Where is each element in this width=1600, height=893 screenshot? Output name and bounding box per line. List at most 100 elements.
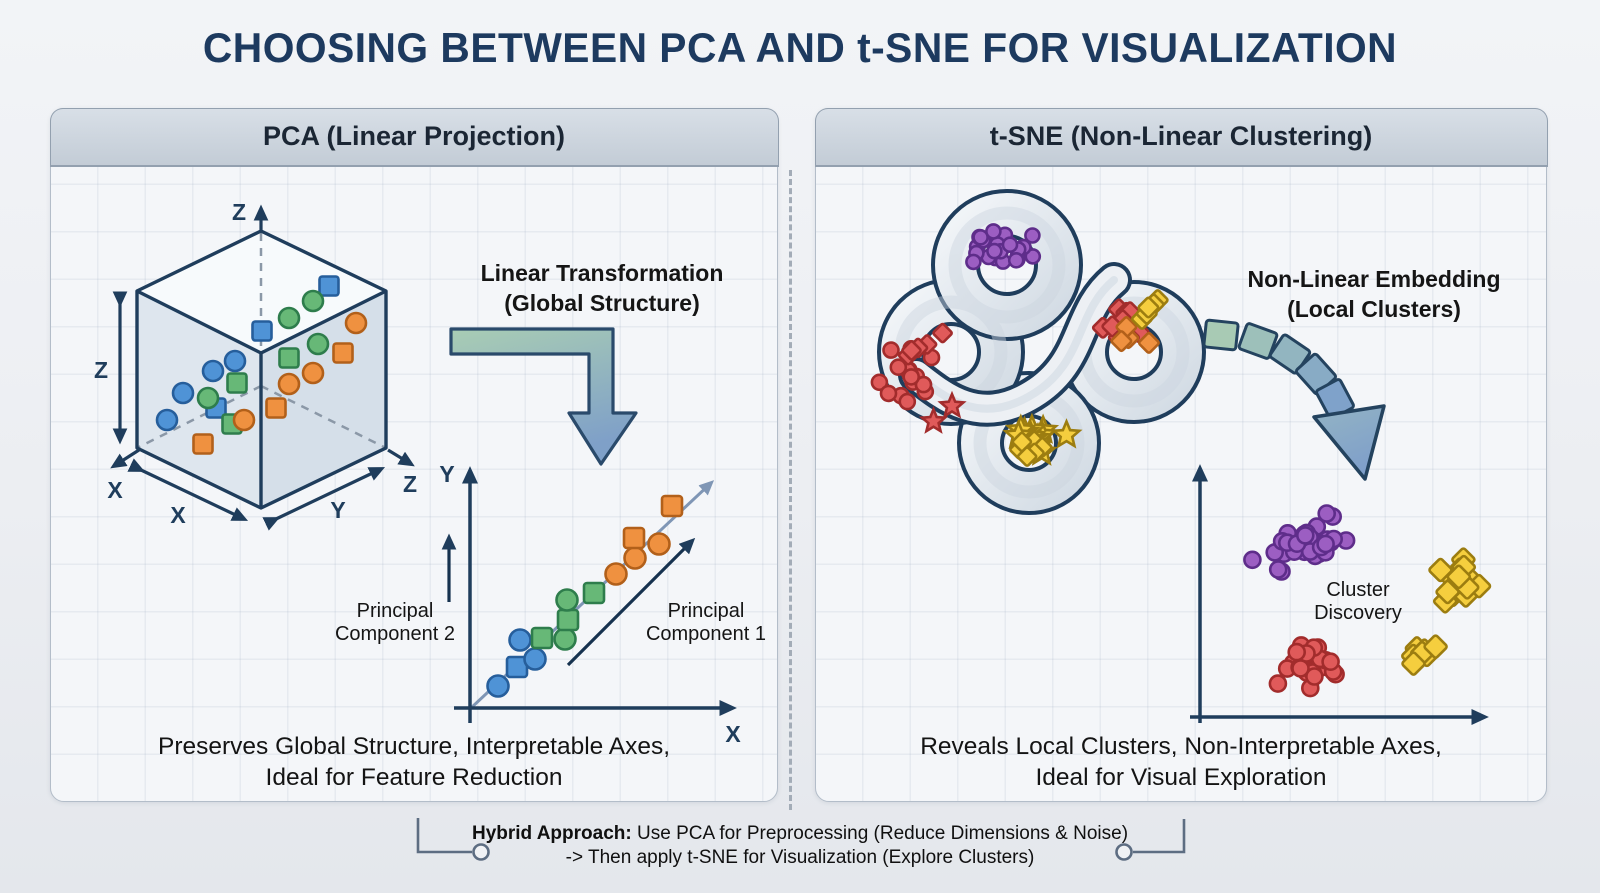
circle-point (277, 306, 301, 330)
tsne-cluster-points (1243, 504, 1492, 698)
circle-point (986, 242, 1003, 260)
circle-point (171, 381, 195, 405)
circle-point (965, 253, 982, 271)
circle-point (155, 408, 179, 432)
hybrid-line1-text: Use PCA for Preprocessing (Reduce Dimens… (631, 823, 1129, 844)
circle-point (870, 373, 889, 392)
circle-point (1007, 252, 1025, 269)
cluster-discovery-line1: Cluster (1326, 579, 1390, 601)
circle-point (623, 546, 647, 570)
hybrid-line2: -> Then apply t-SNE for Visualization (E… (565, 847, 1035, 868)
tsne-panel-title: t-SNE (Non-Linear Clustering) (989, 121, 1373, 151)
circle-point (1243, 550, 1262, 570)
circle-point (555, 588, 579, 612)
circle-point (985, 223, 1002, 240)
square-point (582, 581, 606, 605)
circle-point (1291, 659, 1310, 678)
star-point (937, 390, 967, 419)
diamond-point (1016, 446, 1038, 467)
circle-point (508, 628, 532, 652)
knot-manifold-figure (870, 189, 1207, 515)
circle-point (1024, 227, 1041, 244)
cube-right-face (261, 291, 386, 508)
diamond-point (1446, 564, 1472, 590)
square-point (332, 342, 354, 364)
plot-y-axis-label: Y (439, 461, 454, 487)
plot-x-axis-label: X (725, 721, 741, 747)
diamond-point (1435, 579, 1460, 605)
cube-z-axis-label-left: Z (94, 357, 108, 383)
pc2-label-line1: Principal (357, 600, 434, 622)
square-point (265, 397, 287, 419)
star-point (1050, 418, 1083, 449)
circle-point (523, 647, 547, 671)
cube-z-axis-label-corner: Z (403, 471, 417, 497)
circle-point (232, 408, 256, 432)
pc2-label-line2: Component 2 (335, 623, 455, 645)
circle-point (1268, 560, 1288, 579)
pca-panel-header: PCA (Linear Projection) (49, 107, 779, 167)
cube-x-axis-label-corner: X (107, 477, 123, 503)
knot-cluster-points (870, 223, 1169, 467)
star-point (918, 406, 949, 434)
pc1-label-line1: Principal (668, 600, 745, 622)
circle-point (1001, 236, 1019, 253)
embedding-label-line1: Non-Linear Embedding (1248, 266, 1501, 292)
square-point (226, 372, 248, 394)
pca-projected-points (486, 494, 684, 698)
diamond-point (1137, 296, 1160, 319)
circle-point (1317, 504, 1337, 523)
square-point (556, 608, 580, 632)
circle-point (553, 627, 577, 651)
circle-point (889, 358, 908, 376)
pca-panel-title: PCA (Linear Projection) (262, 121, 566, 151)
tsne-caption-line2: Ideal for Visual Exploration (1035, 764, 1327, 791)
linear-transformation-arrow (449, 327, 638, 466)
circle-point (1287, 642, 1307, 662)
circle-point (201, 359, 225, 383)
knot-rings (876, 189, 1207, 515)
nonlinear-embedding-arrow (1202, 318, 1386, 481)
diamond-point (1101, 315, 1124, 338)
pca-caption-line1: Preserves Global Structure, Interpretabl… (157, 733, 671, 760)
circle-point (1305, 667, 1324, 686)
circle-point (486, 674, 510, 698)
circle-point (223, 349, 247, 373)
tsne-panel: t-SNE (Non-Linear Clustering) (814, 107, 1548, 802)
pca-panel: PCA (Linear Projection) (49, 107, 779, 802)
circle-point (1295, 526, 1315, 545)
circle-point (604, 562, 628, 586)
page-title: CHOOSING BETWEEN PCA AND t-SNE FOR VISUA… (202, 24, 1398, 71)
square-point (660, 494, 684, 518)
circle-point (196, 386, 220, 410)
square-point (318, 275, 340, 297)
tsne-panel-header: t-SNE (Non-Linear Clustering) (814, 107, 1548, 167)
transform-label-line1: Linear Transformation (481, 260, 724, 286)
circle-point (914, 375, 933, 394)
circle-point (301, 289, 325, 313)
circle-point (879, 384, 898, 403)
diamond-point (1423, 634, 1448, 659)
tsne-figure: Non-Linear Embedding (Local Clusters) Cl… (870, 189, 1501, 726)
plot-axes (454, 466, 737, 723)
circle-point (301, 361, 325, 385)
pca-figure: Z Z X X Y Z Linear Transformation (Globa… (94, 199, 766, 747)
embedding-label-line2: (Local Clusters) (1287, 296, 1461, 322)
hybrid-line1: Hybrid Approach: Use PCA for Preprocessi… (0, 822, 1600, 846)
square-point (530, 626, 554, 650)
circle-point (1268, 674, 1288, 693)
diamond-point (1401, 651, 1426, 676)
cube-z-axis-label-top: Z (232, 199, 246, 225)
square-point (251, 320, 273, 342)
pca-caption: Preserves Global Structure, Interpretabl… (51, 731, 777, 793)
cube-x-axis-label-edge: X (170, 502, 186, 528)
circle-point (344, 311, 368, 335)
pc1-annotation-arrow (566, 537, 696, 667)
cube-y-axis-label-edge: Y (330, 497, 345, 523)
circle-point (902, 368, 920, 386)
circle-point (882, 341, 900, 359)
hybrid-approach-note: Hybrid Approach: Use PCA for Preprocessi… (0, 822, 1600, 870)
circle-point (647, 532, 671, 556)
diamond-point (1110, 330, 1133, 353)
